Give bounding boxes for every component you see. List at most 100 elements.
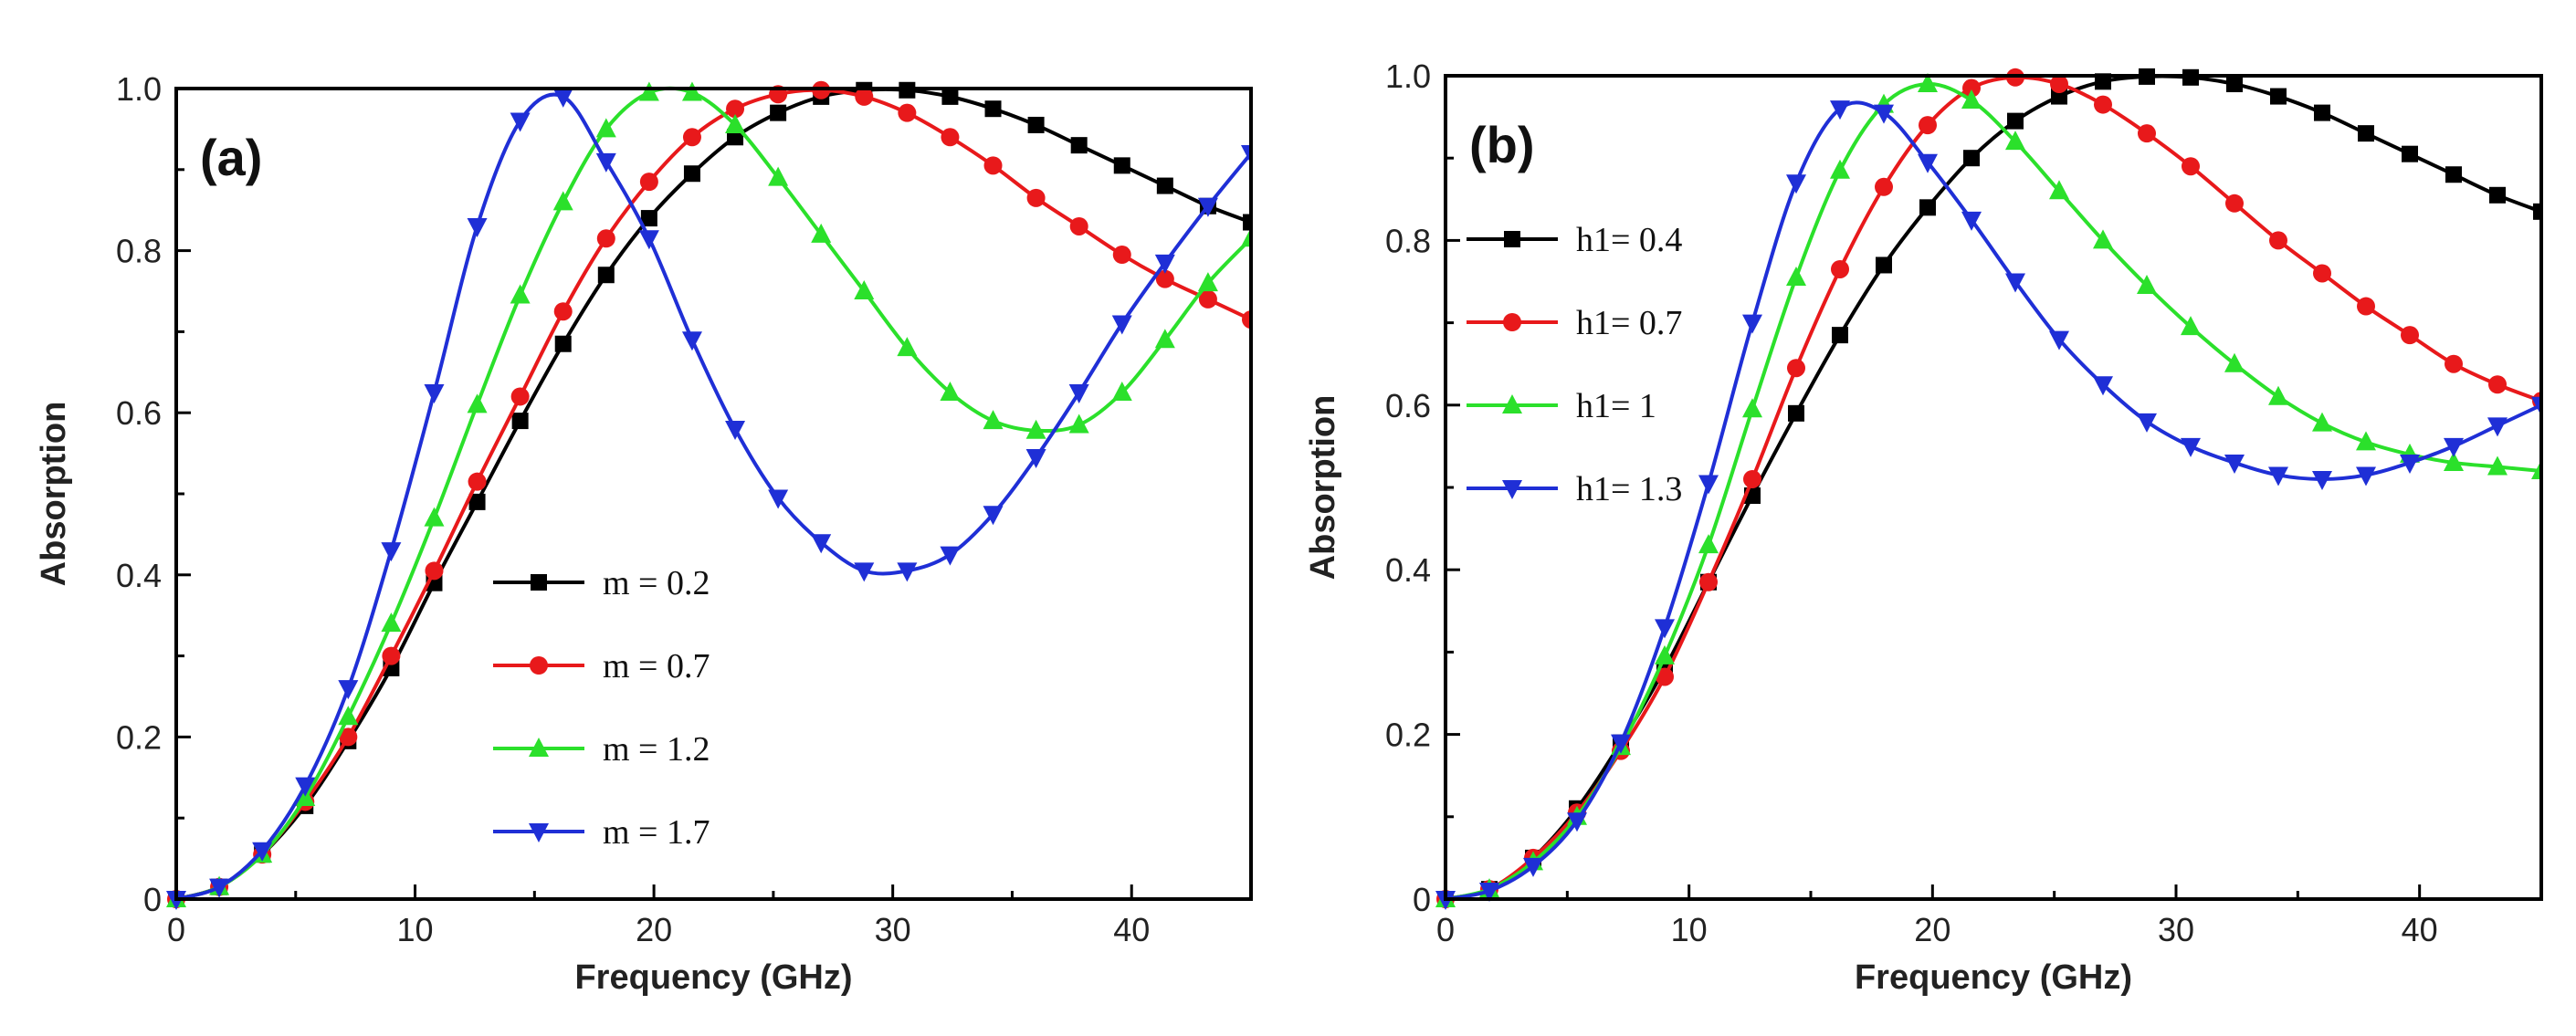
- data-point: [1112, 246, 1131, 265]
- data-point: [1198, 289, 1217, 309]
- data-point: [510, 112, 531, 132]
- data-point: [424, 507, 445, 527]
- y-tick-label: 0.2: [116, 718, 162, 756]
- legend: m = 0.2 m = 0.7 m = 1.2 m = 1.7: [493, 564, 710, 852]
- data-point: [467, 217, 488, 237]
- data-point: [2358, 125, 2374, 142]
- legend-item-4: h1= 1.3: [1467, 470, 1682, 508]
- legend-label: h1= 1.3: [1576, 470, 1682, 508]
- data-point: [2531, 459, 2541, 479]
- data-point: [2489, 186, 2506, 204]
- data-point: [1155, 269, 1174, 288]
- data-point: [1154, 329, 1175, 349]
- data-point: [552, 88, 573, 108]
- data-point: [1787, 359, 1805, 378]
- data-point: [2225, 194, 2244, 213]
- data-point: [897, 337, 918, 357]
- data-point: [1699, 572, 1718, 591]
- data-point: [1832, 327, 1848, 344]
- data-point: [2312, 412, 2332, 432]
- data-point: [1655, 619, 1675, 639]
- data-point: [983, 156, 1003, 175]
- data-point: [2444, 437, 2464, 457]
- data-point: [467, 393, 488, 413]
- legend-marker: [529, 823, 549, 842]
- y-tick-label: 0.4: [1385, 551, 1431, 589]
- data-point: [768, 166, 789, 186]
- x-axis-title: Frequency (GHz): [1855, 958, 2132, 997]
- data-point: [2314, 104, 2330, 121]
- data-point: [2401, 326, 2419, 345]
- data-point: [2531, 396, 2541, 416]
- data-point: [339, 727, 358, 747]
- x-tick-label: 20: [1914, 911, 1950, 948]
- data-point: [2051, 88, 2067, 105]
- series-line: [175, 87, 1251, 901]
- data-point: [553, 302, 573, 321]
- series-4: [1435, 100, 2541, 910]
- data-point: [1479, 882, 1499, 902]
- legend-item-2: m = 0.7: [493, 647, 710, 685]
- legend-marker: [1503, 313, 1521, 331]
- y-tick-label: 0.6: [116, 394, 162, 432]
- legend: h1= 0.4 h1= 0.7 h1= 1 h1= 1.3: [1467, 221, 1682, 508]
- data-point: [552, 191, 573, 211]
- series-group: [166, 80, 1251, 910]
- series-4: [166, 88, 1251, 910]
- data-point: [425, 561, 444, 581]
- data-point: [1242, 310, 1251, 330]
- y-tick-label: 0.8: [1385, 222, 1431, 259]
- data-point: [2268, 466, 2288, 487]
- legend-label: m = 1.2: [603, 730, 710, 769]
- data-point: [941, 88, 959, 105]
- chart-panel-a: 0 10 20 30 40 0 0.2 0.4 0.6 0.8 1.0 Frequency (GHz)…: [35, 70, 1253, 997]
- legend-marker: [530, 656, 548, 675]
- x-tick-label: 20: [636, 911, 672, 948]
- data-point: [1025, 449, 1046, 469]
- data-point: [683, 165, 700, 183]
- data-point: [2224, 454, 2245, 474]
- data-point: [2270, 88, 2287, 105]
- data-point: [1025, 419, 1046, 439]
- data-point: [940, 546, 961, 566]
- data-point: [595, 118, 616, 138]
- data-point: [681, 81, 702, 101]
- data-point: [381, 542, 402, 562]
- y-tick-label: 0: [143, 881, 162, 918]
- data-point: [855, 87, 874, 106]
- data-point: [1961, 89, 1982, 110]
- y-tick-label: 0: [1413, 881, 1431, 918]
- data-point: [2093, 376, 2113, 396]
- data-point: [2182, 157, 2200, 176]
- data-point: [2005, 273, 2025, 293]
- series-line: [1445, 100, 2541, 901]
- data-point: [1154, 254, 1175, 274]
- legend-item-3: m = 1.2: [493, 730, 710, 769]
- data-point: [2356, 466, 2376, 487]
- data-point: [639, 173, 658, 192]
- legend-label: h1= 0.7: [1576, 304, 1682, 342]
- data-point: [1197, 272, 1218, 292]
- data-point: [597, 267, 615, 284]
- data-point: [2137, 413, 2157, 433]
- legend-item-3: h1= 1: [1467, 387, 1656, 425]
- data-point: [2533, 203, 2541, 220]
- data-point: [811, 534, 832, 554]
- data-point: [1197, 197, 1218, 217]
- data-point: [595, 152, 616, 173]
- data-point: [209, 878, 230, 898]
- data-point: [2007, 112, 2024, 130]
- series-line: [1445, 82, 2541, 901]
- data-point: [1788, 404, 1804, 422]
- data-point: [2357, 297, 2375, 316]
- x-axis-title: Frequency (GHz): [574, 958, 852, 997]
- data-point: [854, 280, 875, 299]
- data-point: [2402, 145, 2418, 162]
- data-point: [768, 489, 789, 509]
- series-line: [175, 86, 1251, 901]
- data-point: [2137, 275, 2157, 295]
- legend-marker: [531, 574, 547, 591]
- data-point: [725, 113, 746, 133]
- data-point: [1919, 116, 1937, 135]
